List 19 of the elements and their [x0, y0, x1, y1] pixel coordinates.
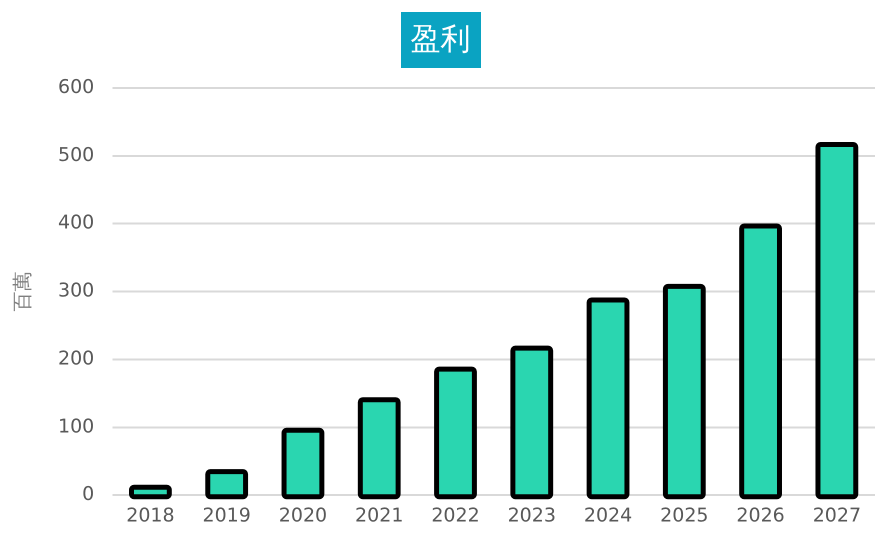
- y-tick-label: 200: [58, 347, 94, 370]
- y-tick-label: 600: [58, 76, 94, 98]
- y-axis-title: 百萬: [10, 272, 34, 312]
- y-tick-label: 0: [82, 483, 94, 506]
- y-tick-label: 400: [58, 212, 94, 234]
- y-tick-label: 100: [58, 415, 94, 438]
- x-tick-label: 2027: [812, 504, 862, 527]
- x-tick-label: 2018: [126, 504, 175, 527]
- x-tick-label: 2020: [278, 504, 328, 527]
- x-tick-label: 2019: [202, 504, 251, 527]
- y-tick-label: 500: [58, 144, 94, 166]
- x-tick-label: 2022: [431, 504, 480, 527]
- x-tick-label: 2021: [355, 504, 404, 527]
- x-tick-label: 2024: [584, 504, 632, 527]
- x-tick-label: 2025: [660, 504, 708, 527]
- x-tick-label: 2026: [736, 504, 785, 527]
- chart-title: 盈利: [400, 12, 480, 68]
- x-tick-label: 2023: [508, 504, 556, 527]
- y-tick-label: 300: [58, 280, 94, 302]
